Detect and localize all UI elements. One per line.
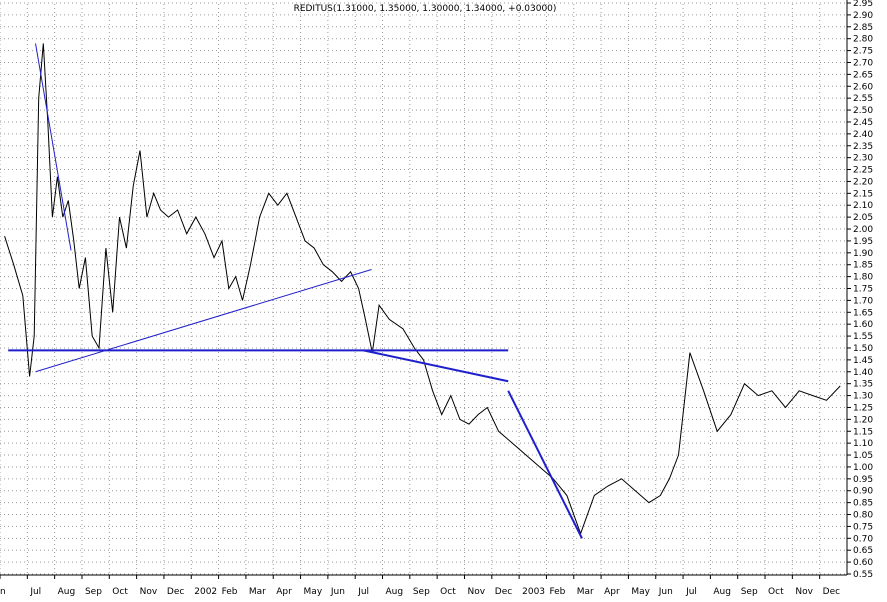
x-tick-label: Feb	[549, 587, 565, 597]
y-tick-label: 1.10	[853, 439, 873, 449]
y-tick-label: 0.70	[853, 534, 873, 544]
y-tick-label: 2.20	[853, 177, 873, 187]
y-tick-label: 1.90	[853, 249, 873, 259]
x-tick-label: Jun	[658, 587, 673, 597]
y-tick-label: 1.70	[853, 296, 873, 306]
y-tick-label: 0.90	[853, 487, 873, 497]
x-tick-label: Apr	[276, 587, 292, 597]
y-tick-label: 0.80	[853, 511, 873, 521]
y-tick-label: 2.50	[853, 106, 873, 116]
y-tick-label: 1.60	[853, 320, 873, 330]
price-series	[4, 43, 841, 536]
x-tick-label: Oct	[112, 587, 128, 597]
x-tick-label: Dec	[495, 587, 512, 597]
y-tick-label: 1.30	[853, 392, 873, 402]
x-tick-label: Dec	[167, 587, 184, 597]
y-tick-label: 1.75	[853, 285, 873, 295]
x-tick-label: May	[304, 587, 323, 597]
y-tick-label: 2.90	[853, 11, 873, 21]
price-line	[4, 43, 841, 536]
y-tick-label: 2.60	[853, 82, 873, 92]
y-tick-label: 1.35	[853, 380, 873, 390]
x-tick-label: Sep	[85, 587, 102, 597]
x-tick-label: Mar	[249, 587, 266, 597]
x-tick-label: Apr	[604, 587, 620, 597]
chart-title: REDITUS(1.31000, 1.35000, 1.30000, 1.340…	[294, 4, 557, 14]
y-tick-label: 1.15	[853, 427, 873, 437]
trendline	[35, 268, 372, 373]
x-tick-label: May	[631, 587, 650, 597]
y-tick-label: 0.55	[853, 570, 873, 580]
y-tick-label: 1.05	[853, 451, 873, 461]
y-tick-label: 2.40	[853, 130, 873, 140]
x-tick-label: Aug	[713, 587, 731, 597]
y-tick-label: 0.75	[853, 522, 873, 532]
x-tick-label: n	[0, 587, 6, 597]
y-tick-label: 2.30	[853, 154, 873, 164]
y-tick-label: 2.35	[853, 142, 873, 152]
x-tick-label: 2003	[522, 587, 545, 597]
y-tick-label: 2.45	[853, 118, 873, 128]
y-tick-label: 2.95	[853, 0, 873, 9]
y-tick-label: 2.05	[853, 213, 873, 223]
y-tick-label: 1.20	[853, 415, 873, 425]
y-tick-label: 1.85	[853, 261, 873, 271]
x-tick-label: Oct	[440, 587, 456, 597]
x-tick-label: Aug	[58, 587, 76, 597]
y-tick-label: 2.00	[853, 225, 873, 235]
x-tick-label: Nov	[140, 587, 158, 597]
x-tick-label: Dec	[823, 587, 840, 597]
y-tick-label: 1.00	[853, 463, 873, 473]
x-tick-label: Jul	[685, 587, 697, 597]
y-tick-label: 2.85	[853, 23, 873, 33]
trendlines	[8, 43, 583, 539]
y-tick-label: 2.75	[853, 47, 873, 57]
x-tick-label: Jul	[357, 587, 369, 597]
x-tick-label: Sep	[413, 587, 430, 597]
y-tick-label: 1.50	[853, 344, 873, 354]
y-tick-label: 1.55	[853, 332, 873, 342]
x-axis: n Jul Aug Sep Oct Nov Dec 2002 Feb Mar Apr May Jun Ju…	[0, 574, 847, 597]
x-tick-label: Jun	[330, 587, 345, 597]
trendline	[507, 390, 583, 539]
y-tick-label: 0.65	[853, 546, 873, 556]
y-tick-label: 1.25	[853, 403, 873, 413]
y-tick-label: 2.55	[853, 94, 873, 104]
x-tick-label: Mar	[577, 587, 594, 597]
y-tick-label: 0.95	[853, 475, 873, 485]
y-tick-label: 0.85	[853, 499, 873, 509]
y-tick-label: 0.60	[853, 558, 873, 568]
x-tick-label: Sep	[741, 587, 758, 597]
trendline	[363, 349, 509, 383]
x-tick-label: Jul	[29, 587, 41, 597]
y-tick-label: 2.65	[853, 70, 873, 80]
y-tick-label: 2.10	[853, 201, 873, 211]
trendline	[35, 43, 72, 251]
y-tick-label: 1.40	[853, 368, 873, 378]
y-tick-label: 1.80	[853, 273, 873, 283]
y-tick-label: 1.45	[853, 356, 873, 366]
x-tick-label: 2002	[194, 587, 217, 597]
x-tick-label: Feb	[222, 587, 238, 597]
y-tick-label: 2.80	[853, 35, 873, 45]
y-tick-label: 1.95	[853, 237, 873, 247]
y-tick-label: 2.15	[853, 189, 873, 199]
x-tick-label: Nov	[467, 587, 485, 597]
x-tick-label: Oct	[768, 587, 784, 597]
y-tick-label: 2.25	[853, 166, 873, 176]
y-axis: 0.55 0.60 0.65 0.70 0.750.80 0.85 0.90 0.95 1.00…	[846, 0, 873, 580]
x-tick-label: Nov	[795, 587, 813, 597]
y-tick-label: 2.70	[853, 58, 873, 68]
y-tick-label: 1.65	[853, 308, 873, 318]
x-tick-label: Aug	[386, 587, 404, 597]
